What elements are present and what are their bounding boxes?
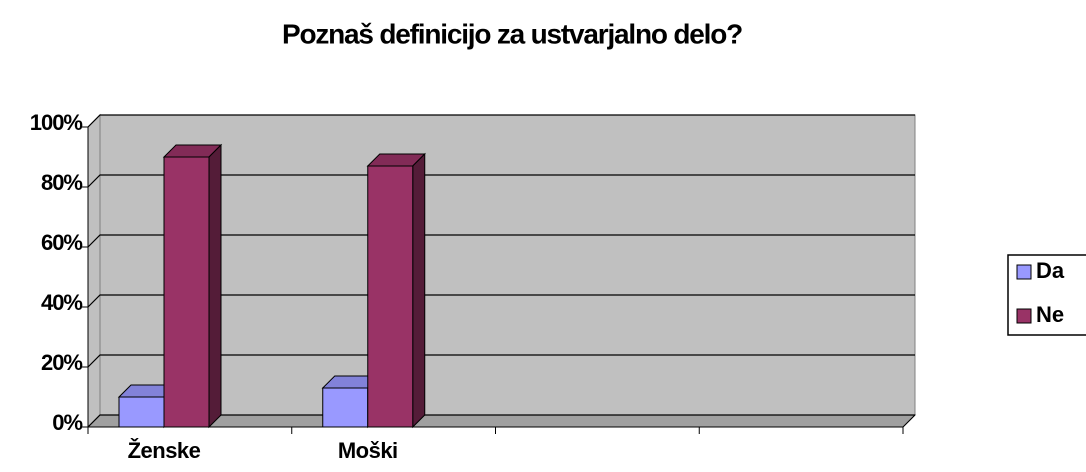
grid-line bbox=[87, 174, 915, 188]
y-tick-label: 0% bbox=[52, 410, 82, 435]
x-tick-label: Moški bbox=[338, 438, 398, 463]
bar-side bbox=[412, 152, 426, 429]
y-tick-label: 60% bbox=[41, 230, 82, 255]
grid-line bbox=[87, 114, 915, 128]
x-tick-label: Ženske bbox=[128, 438, 201, 463]
bar bbox=[118, 396, 165, 428]
grid-line bbox=[87, 294, 915, 308]
grid-line bbox=[87, 234, 915, 248]
bar bbox=[322, 387, 369, 428]
y-tick-label: 80% bbox=[41, 170, 82, 195]
bar-side bbox=[208, 143, 222, 429]
legend-swatch bbox=[1016, 264, 1032, 280]
bar bbox=[163, 156, 210, 428]
y-tick-label: 20% bbox=[41, 350, 82, 375]
chart-title: Poznaš definicijo za ustvarjalno delo? bbox=[282, 18, 742, 49]
grid-line bbox=[87, 414, 915, 428]
bar bbox=[367, 165, 414, 428]
y-tick-label: 40% bbox=[41, 290, 82, 315]
legend-swatch bbox=[1016, 308, 1032, 324]
back-wall bbox=[99, 114, 916, 416]
legend-label: Ne bbox=[1036, 302, 1064, 327]
side-wall bbox=[87, 113, 101, 429]
y-tick-label: 100% bbox=[30, 110, 83, 135]
x-axis-depth bbox=[902, 414, 916, 428]
grid-line bbox=[87, 354, 915, 368]
legend-label: Da bbox=[1036, 258, 1065, 283]
